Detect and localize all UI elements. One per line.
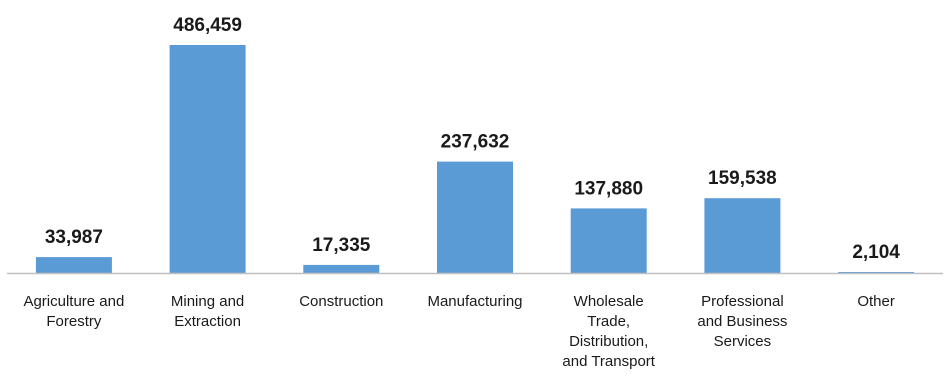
bar-construction: [303, 264, 380, 273]
bar-professional-and-business-services: [704, 198, 781, 273]
category-label-professional-and-business-services: Professional and Business Services: [697, 293, 787, 350]
category-label-mining-and-extraction: Mining and Extraction: [171, 293, 244, 330]
value-labels-group: 33,987 486,459 17,335 237,632 137,880 159,538…: [45, 15, 900, 263]
bar-agriculture-and-forestry: [35, 257, 112, 273]
data-label-other: 2,104: [852, 242, 900, 263]
bar-wholesale-trade-distribution-and-transport: [570, 208, 647, 273]
data-label-construction: 17,335: [312, 235, 371, 256]
bar-mining-and-extraction: [169, 45, 246, 273]
data-label-agriculture-and-forestry: 33,987: [45, 227, 103, 248]
category-label-other: Other: [857, 293, 895, 310]
data-label-mining-and-extraction: 486,459: [173, 15, 242, 36]
data-label-manufacturing: 237,632: [441, 132, 510, 153]
data-label-wholesale-trade-distribution-and-transport: 137,880: [574, 178, 643, 199]
category-label-wholesale-trade-distribution-and-transport: Wholesale Trade, Distribution, and Transpor…: [562, 293, 655, 370]
bar-manufacturing: [437, 161, 513, 273]
category-label-agriculture-and-forestry: Agriculture and Forestry: [23, 293, 124, 330]
category-labels-group: Agriculture and Forestry Mining and Extract…: [23, 293, 894, 370]
bars-group: [35, 45, 915, 273]
category-label-construction: Construction: [299, 293, 383, 310]
data-label-professional-and-business-services: 159,538: [708, 168, 777, 189]
bar-other: [838, 272, 915, 273]
category-label-manufacturing: Manufacturing: [427, 293, 522, 310]
